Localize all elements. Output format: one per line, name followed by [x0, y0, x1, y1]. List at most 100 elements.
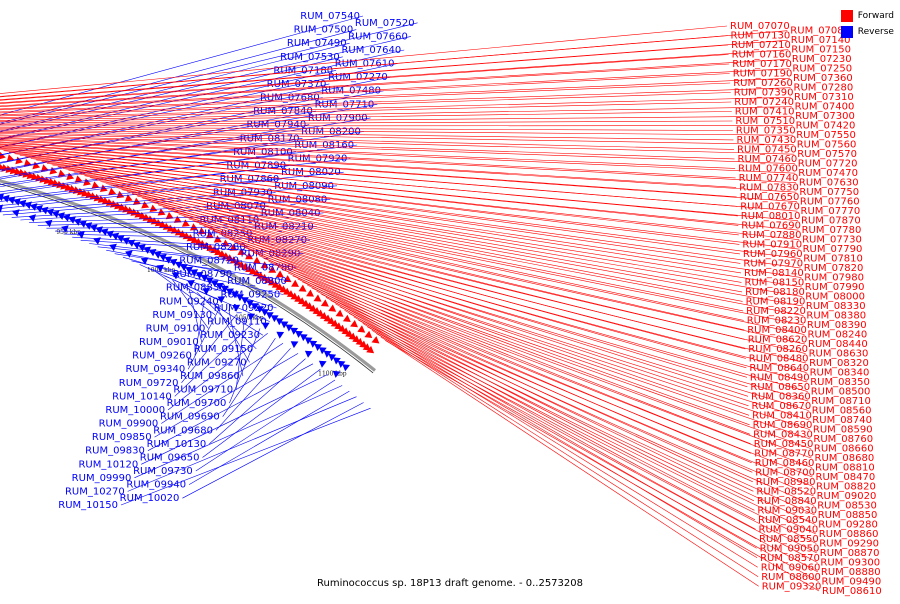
reverse-gene-label: RUM_09850 — [92, 432, 152, 443]
gene-arrow — [141, 201, 149, 208]
gene-arrow — [350, 320, 358, 327]
gene-arrow — [109, 244, 117, 251]
gene-arrow — [305, 351, 313, 358]
reverse-gene-label: RUM_10120 — [78, 459, 138, 470]
reverse-gene-label: RUM_09690 — [160, 412, 220, 423]
gene-arrow — [15, 157, 23, 165]
reverse-gene-label: RUM_09340 — [125, 364, 185, 375]
gene-arrow — [149, 205, 157, 212]
reverse-gene-label: RUM_10140 — [112, 391, 172, 402]
gene-arrow — [343, 315, 351, 322]
gene-arrow — [276, 332, 284, 339]
reverse-gene-label: RUM_07660 — [348, 31, 408, 42]
reverse-gene-label: RUM_10130 — [147, 439, 207, 450]
gene-arrow — [45, 220, 53, 228]
reverse-gene-label: RUM_09990 — [72, 473, 132, 484]
forward-connector — [199, 224, 749, 406]
forward-connector — [194, 221, 808, 401]
reverse-gene-label: RUM_09860 — [180, 371, 240, 382]
reverse-gene-label: RUM_07520 — [355, 18, 415, 29]
forward-connector — [0, 97, 791, 121]
reverse-gene-label: RUM_09250 — [220, 290, 280, 301]
reverse-gene-label: RUM_09940 — [126, 480, 186, 491]
reverse-gene-label: RUM_10150 — [58, 500, 118, 511]
forward-connector — [204, 226, 809, 410]
legend: Forward Reverse — [841, 8, 894, 40]
reverse-gene-label: RUM_10000 — [105, 405, 165, 416]
reverse-gene-label: RUM_07180 — [273, 65, 333, 76]
gene-arrow — [108, 188, 116, 195]
reverse-connector — [203, 369, 321, 457]
reverse-gene-label: RUM_09710 — [173, 385, 233, 396]
reverse-gene-label: RUM_08800 — [227, 276, 287, 287]
forward-connector — [25, 157, 799, 249]
gene-arrow — [182, 219, 190, 226]
gene-arrow — [49, 167, 57, 175]
reverse-gene-label: RUM_09720 — [119, 378, 179, 389]
forward-connector — [4, 151, 799, 231]
reverse-gene-label: RUM_09110 — [207, 317, 267, 328]
forward-connector — [234, 242, 810, 439]
reverse-gene-label: RUM_09830 — [85, 446, 145, 457]
gene-arrow — [29, 214, 36, 222]
reverse-gene-label: RUM_09010 — [139, 337, 199, 348]
forward-connector — [331, 301, 816, 535]
reverse-gene-label: RUM_10270 — [65, 486, 125, 497]
legend-forward-label: Forward — [858, 11, 894, 21]
gene-arrow — [32, 162, 40, 170]
reverse-gene-label: RUM_09100 — [146, 323, 206, 334]
reverse-gene-label: RUM_07500 — [294, 25, 354, 36]
tick-label: 1100 kbp — [318, 371, 347, 378]
gene-arrow — [357, 325, 365, 332]
gene-arrow — [328, 305, 336, 312]
gene-arrow — [372, 336, 380, 343]
gene-arrow — [0, 152, 6, 160]
gene-arrow — [306, 290, 314, 297]
forward-connector — [321, 294, 815, 524]
reverse-gene-label: RUM_08830 — [166, 283, 226, 294]
reverse-gene-label: RUM_10020 — [120, 493, 180, 504]
reverse-gene-label: RUM_09680 — [153, 425, 213, 436]
forward-connector — [345, 310, 757, 548]
forward-connector — [0, 134, 735, 168]
gene-arrow — [321, 299, 329, 306]
legend-forward: Forward — [841, 8, 894, 24]
reverse-gene-label: RUM_09220 — [214, 303, 274, 314]
tick-label: 950 kbp — [56, 229, 81, 236]
reverse-gene-label: RUM_08200 — [301, 127, 361, 138]
forward-connector — [0, 127, 733, 131]
reverse-gene-label: RUM_09270 — [187, 357, 247, 368]
forward-connector — [354, 317, 757, 558]
gene-arrow — [299, 285, 307, 292]
forward-connector — [381, 337, 759, 586]
legend-reverse-label: Reverse — [858, 27, 894, 37]
reverse-gene-label: RUM_07530 — [280, 52, 340, 63]
gene-arrow — [314, 294, 322, 301]
forward-connector — [274, 264, 813, 477]
forward-connector — [363, 323, 758, 567]
reverse-gene-label: RUM_09700 — [167, 398, 227, 409]
reverse-gene-label: RUM_07940 — [246, 120, 306, 131]
reverse-gene-label: RUM_07640 — [341, 45, 401, 56]
reverse-gene-label: RUM_07270 — [328, 72, 388, 83]
gene-arrow — [319, 361, 327, 368]
reverse-gene-label: RUM_09260 — [132, 351, 192, 362]
gene-arrow — [291, 280, 299, 287]
legend-reverse: Reverse — [841, 24, 894, 40]
forward-connector — [278, 267, 753, 482]
reverse-gene-label: RUM_09130 — [152, 310, 212, 321]
gene-arrow — [336, 310, 344, 317]
gene-arrow — [291, 341, 299, 348]
reverse-gene-label: RUM_09230 — [200, 330, 260, 341]
reverse-gene-label: RUM_09900 — [99, 419, 159, 430]
gene-arrow — [117, 191, 125, 198]
gene-arrow — [364, 331, 372, 338]
forward-swatch — [841, 10, 853, 22]
reverse-gene-label: RUM_07490 — [287, 38, 347, 49]
reverse-gene-label: RUM_09730 — [133, 466, 193, 477]
reverse-gene-label: RUM_07540 — [300, 11, 360, 22]
map-caption: Ruminococcus sp. 18P13 draft genome. - 0… — [0, 578, 900, 589]
reverse-swatch — [841, 26, 853, 38]
